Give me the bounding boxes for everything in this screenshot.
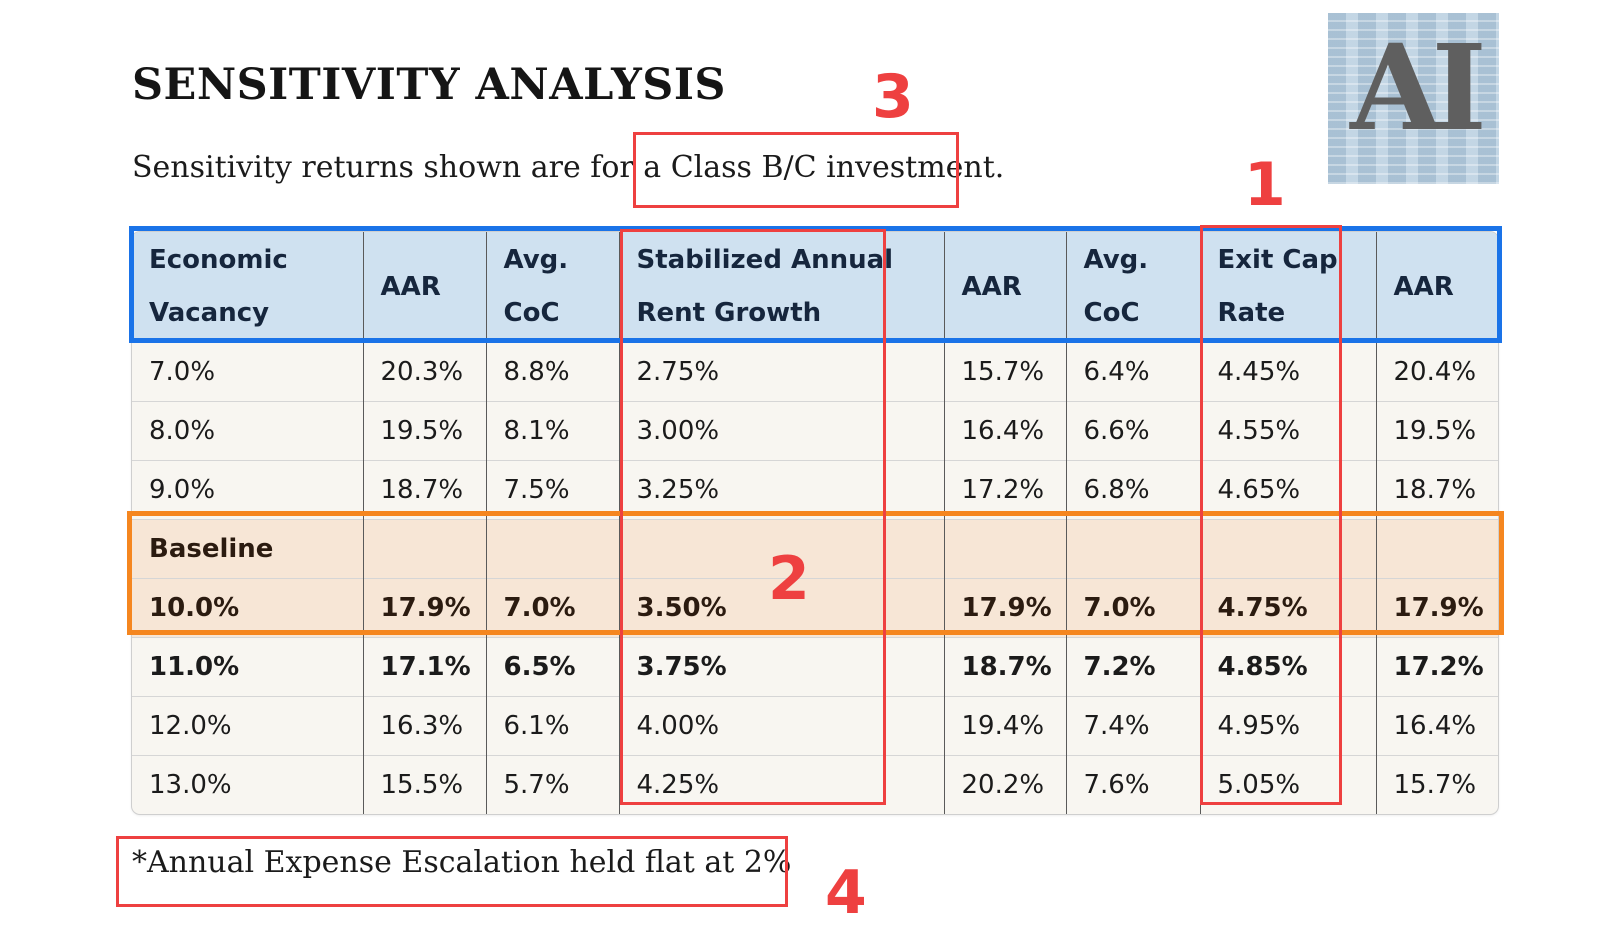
- header-exit-cap-rate: Exit Cap Rate: [1200, 232, 1377, 343]
- table-cell: 9.0%: [132, 460, 364, 520]
- table-cell: 17.1%: [363, 637, 487, 697]
- annotation-label-3: 3: [872, 62, 914, 132]
- table-cell: 13.0%: [132, 755, 364, 814]
- table-row: 8.0% 19.5% 8.1% 3.00% 16.4% 6.6% 4.55% 1…: [132, 401, 1498, 461]
- table-cell: 17.2%: [944, 460, 1067, 520]
- table-cell: 4.00%: [619, 696, 945, 756]
- logo-text: AI: [1350, 18, 1487, 157]
- table-cell: 12.0%: [132, 696, 364, 756]
- table-cell: 16.3%: [363, 696, 487, 756]
- table-cell: 11.0%: [132, 637, 364, 697]
- table-cell: 8.1%: [486, 401, 620, 461]
- table-cell: 4.85%: [1200, 637, 1377, 697]
- table-row: 12.0% 16.3% 6.1% 4.00% 19.4% 7.4% 4.95% …: [132, 696, 1498, 756]
- table-cell: 16.4%: [944, 401, 1067, 461]
- logo: AI: [1328, 13, 1499, 184]
- header-rent-growth: Stabilized Annual Rent Growth: [619, 232, 945, 343]
- table-cell: 17.9%: [944, 578, 1067, 638]
- table-cell: 10.0%: [132, 578, 364, 638]
- annotation-label-2: 2: [768, 544, 810, 614]
- table-cell: 20.2%: [944, 755, 1067, 814]
- table-cell: [1066, 519, 1201, 579]
- table-cell: 3.75%: [619, 637, 945, 697]
- table-cell: 4.45%: [1200, 342, 1377, 402]
- header-economic-vacancy: Economic Vacancy: [132, 232, 364, 343]
- table-cell: [486, 519, 620, 579]
- table-cell: 17.9%: [363, 578, 487, 638]
- table-cell: 5.7%: [486, 755, 620, 814]
- baseline-values-row: 10.0% 17.9% 7.0% 3.50% 17.9% 7.0% 4.75% …: [132, 578, 1498, 638]
- table-cell: 8.0%: [132, 401, 364, 461]
- table-cell: 7.0%: [132, 342, 364, 402]
- baseline-label-row: Baseline: [132, 519, 1498, 579]
- table-cell: [619, 519, 945, 579]
- table-cell: 18.7%: [363, 460, 487, 520]
- table-cell: 4.55%: [1200, 401, 1377, 461]
- table-cell: 4.75%: [1200, 578, 1377, 638]
- table-row: 7.0% 20.3% 8.8% 2.75% 15.7% 6.4% 4.45% 2…: [132, 342, 1498, 402]
- table-cell: 3.25%: [619, 460, 945, 520]
- table-cell: 4.25%: [619, 755, 945, 814]
- table-cell: 16.4%: [1376, 696, 1498, 756]
- footnote: *Annual Expense Escalation held flat at …: [132, 845, 792, 880]
- table-cell: 6.8%: [1066, 460, 1201, 520]
- table-cell: 20.3%: [363, 342, 487, 402]
- table-cell: 19.4%: [944, 696, 1067, 756]
- table-cell: 4.95%: [1200, 696, 1377, 756]
- table-cell: 3.50%: [619, 578, 945, 638]
- header-avg-coc-rent-growth: Avg. CoC: [1066, 232, 1201, 343]
- header-aar-rent-growth: AAR: [944, 232, 1067, 343]
- header-aar-vacancy: AAR: [363, 232, 487, 343]
- table-cell: 7.6%: [1066, 755, 1201, 814]
- table-cell: 17.2%: [1376, 637, 1498, 697]
- table-cell: 6.6%: [1066, 401, 1201, 461]
- table-cell: [363, 519, 487, 579]
- header-aar-exit-cap: AAR: [1376, 232, 1498, 343]
- table-cell: 20.4%: [1376, 342, 1498, 402]
- annotation-label-1: 1: [1244, 150, 1286, 220]
- table-cell: 5.05%: [1200, 755, 1377, 814]
- table-cell: 3.00%: [619, 401, 945, 461]
- table-row: 11.0% 17.1% 6.5% 3.75% 18.7% 7.2% 4.85% …: [132, 637, 1498, 697]
- table-cell: 4.65%: [1200, 460, 1377, 520]
- table-cell: 7.5%: [486, 460, 620, 520]
- table-cell: 6.4%: [1066, 342, 1201, 402]
- page-subtitle: Sensitivity returns shown are for a Clas…: [132, 150, 1004, 185]
- table-cell: 15.7%: [1376, 755, 1498, 814]
- table-row: 9.0% 18.7% 7.5% 3.25% 17.2% 6.8% 4.65% 1…: [132, 460, 1498, 520]
- table-cell: [944, 519, 1067, 579]
- table-cell: 7.0%: [486, 578, 620, 638]
- baseline-label: Baseline: [132, 519, 364, 579]
- table-cell: 19.5%: [363, 401, 487, 461]
- sensitivity-grid: Economic Vacancy AAR Avg. CoC Stabilized A…: [132, 232, 1498, 814]
- table-cell: 7.0%: [1066, 578, 1201, 638]
- header-avg-coc-vacancy: Avg. CoC: [486, 232, 620, 343]
- table-cell: 6.5%: [486, 637, 620, 697]
- table-cell: 19.5%: [1376, 401, 1498, 461]
- table-cell: 6.1%: [486, 696, 620, 756]
- table-cell: 15.7%: [944, 342, 1067, 402]
- table-cell: 7.2%: [1066, 637, 1201, 697]
- page-title: SENSITIVITY ANALYSIS: [132, 60, 726, 110]
- table-cell: [1200, 519, 1377, 579]
- table-cell: [1376, 519, 1498, 579]
- table-cell: 18.7%: [1376, 460, 1498, 520]
- sensitivity-table: Economic Vacancy AAR Avg. CoC Stabilized A…: [132, 232, 1498, 814]
- table-cell: 8.8%: [486, 342, 620, 402]
- annotation-label-4: 4: [825, 858, 867, 928]
- table-cell: 2.75%: [619, 342, 945, 402]
- table-cell: 18.7%: [944, 637, 1067, 697]
- table-cell: 15.5%: [363, 755, 487, 814]
- table-cell: 7.4%: [1066, 696, 1201, 756]
- table-cell: 17.9%: [1376, 578, 1498, 638]
- subtitle-prefix: Sensitivity returns shown are for a: [132, 150, 671, 185]
- subtitle-highlight: Class B/C investment.: [670, 150, 1005, 185]
- table-row: 13.0% 15.5% 5.7% 4.25% 20.2% 7.6% 5.05% …: [132, 755, 1498, 814]
- table-header-row: Economic Vacancy AAR Avg. CoC Stabilized A…: [132, 232, 1498, 343]
